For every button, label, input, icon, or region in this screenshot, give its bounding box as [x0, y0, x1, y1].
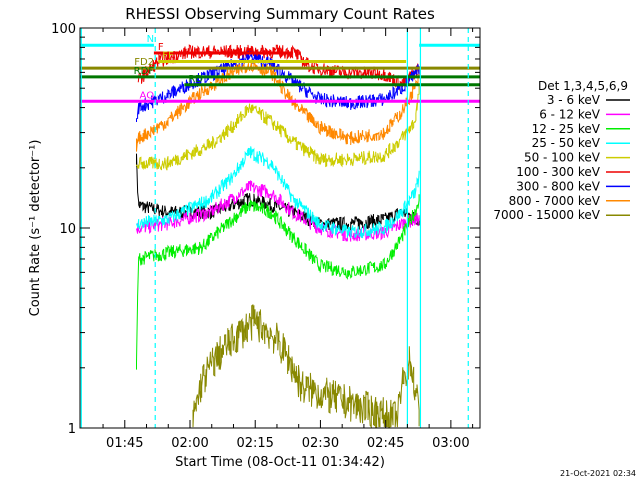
- legend-label-7000-15000-kev: 7000 - 15000 keV: [493, 208, 600, 222]
- series-line-12-25-kev: [136, 194, 420, 370]
- series-line-100-300-kev: [137, 44, 420, 91]
- y-tick-label: 1: [68, 422, 76, 437]
- footer-timestamp: 21-Oct-2021 02:34: [560, 469, 636, 478]
- legend-label-300-800-kev: 300 - 800 keV: [516, 179, 600, 193]
- y-axis-label: Count Rate (s⁻¹ detector⁻¹): [28, 140, 43, 317]
- legend-label-800-7000-kev: 800 - 7000 keV: [509, 194, 601, 208]
- x-axis-label: Start Time (08-Oct-11 01:34:42): [175, 455, 385, 470]
- series-line-50-100-kev: [136, 85, 420, 171]
- x-tick-label: 03:00: [432, 436, 469, 451]
- legend-label-6-12-kev: 6 - 12 keV: [539, 107, 601, 121]
- legend-label-25-50-kev: 25 - 50 keV: [532, 136, 601, 150]
- legend-label-50-100-kev: 50 - 100 keV: [524, 151, 601, 165]
- x-tick-label: 02:00: [171, 436, 208, 451]
- flag-label-ao: AO: [140, 90, 155, 101]
- series-line-7000-15000-kev: [192, 304, 420, 428]
- flag-label-rdf: RDF: [134, 66, 155, 77]
- legend-label-12-25-kev: 12 - 25 keV: [532, 122, 601, 136]
- y-tick-label: 10: [59, 222, 76, 237]
- x-tick-label: 02:30: [302, 436, 339, 451]
- chart-title: RHESSI Observing Summary Count Rates: [125, 5, 435, 23]
- series-line-6-12-kev: [136, 179, 420, 242]
- axis-layer: 01:45 02:00 02:15 02:30 02:45 03:00 1 10 100: [51, 22, 480, 451]
- flag-label-ff: FF: [162, 50, 174, 61]
- y-tick-label: 100: [51, 22, 76, 37]
- x-tick-label: 01:45: [106, 436, 143, 451]
- flag-label-rd: RD: [188, 74, 203, 85]
- series-layer: [136, 44, 420, 428]
- legend-title: Det 1,3,4,5,6,9: [538, 79, 628, 93]
- flag-label-f: F: [158, 42, 164, 53]
- x-tick-label: 02:15: [236, 436, 273, 451]
- flag-label-n: N: [147, 34, 154, 45]
- flag-label-fd2: FD2: [134, 57, 154, 68]
- series-line-25-50-kev: [136, 146, 420, 239]
- x-tick-label: 02:45: [367, 436, 404, 451]
- flag-layer: [80, 43, 480, 103]
- legend-label-100-300-kev: 100 - 300 keV: [516, 165, 600, 179]
- legend-label-3-6-kev: 3 - 6 keV: [547, 93, 601, 107]
